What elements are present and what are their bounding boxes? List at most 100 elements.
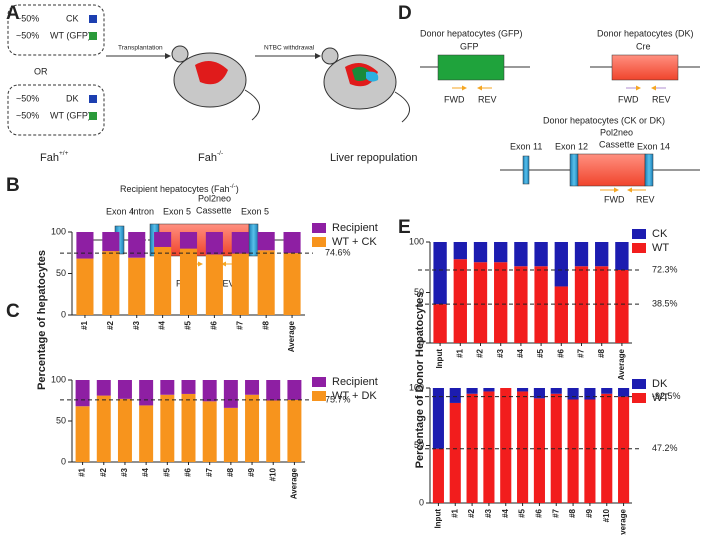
legend-label: CK <box>652 228 668 240</box>
reference-label: 47.2% <box>652 443 678 453</box>
x-tick-label: #4 <box>141 467 150 476</box>
x-tick-label: #9 <box>247 467 256 476</box>
bar-segment <box>550 388 562 394</box>
y-axis-label: Percentage of hepatocytes <box>36 250 48 390</box>
label: ~50% <box>16 13 39 23</box>
bar-segment <box>449 402 461 503</box>
bar-segment <box>533 398 545 503</box>
bar-segment <box>257 232 275 251</box>
bar-segment <box>266 380 281 401</box>
x-tick-label: #2 <box>476 348 485 357</box>
label: FWD <box>444 94 465 104</box>
legend-label: WT <box>652 242 669 254</box>
y-tick-label: 100 <box>51 374 66 384</box>
bar-segment <box>514 242 528 267</box>
y-tick-label: 0 <box>419 497 424 507</box>
label: Exon 5 <box>241 206 269 216</box>
legend-swatch <box>312 391 326 401</box>
charts: 0 50 100 #1 #2 #3 #4 #5 #6 #7 #8 Average 74.6% Recipi… <box>36 222 681 535</box>
bar-segment <box>96 395 111 462</box>
label: ) <box>236 184 239 194</box>
x-tick-label: #3 <box>132 320 141 329</box>
icon <box>89 15 97 23</box>
bar-segment <box>223 407 238 462</box>
bar-segment <box>601 393 613 503</box>
bar-segment <box>181 393 196 462</box>
liver-graft <box>366 71 379 82</box>
bar-segment <box>517 388 529 392</box>
bar-segment <box>618 396 630 503</box>
bar-segment <box>205 254 223 315</box>
x-tick-label: #3 <box>496 348 505 357</box>
legend-swatch <box>632 243 646 253</box>
legend-swatch <box>632 229 646 239</box>
bar-segment <box>432 388 444 449</box>
x-tick-label: #1 <box>455 348 464 357</box>
y-tick-label: 0 <box>61 456 66 466</box>
bar-segment <box>494 242 508 263</box>
exon <box>522 155 530 185</box>
bar-segment <box>179 232 198 249</box>
label: REV <box>478 94 497 104</box>
label: Exon 14 <box>637 141 670 151</box>
bar-segment <box>96 380 111 396</box>
label: Exon 12 <box>555 141 588 151</box>
bar-segment <box>533 388 545 399</box>
label: CK <box>66 13 79 23</box>
x-tick-label: Average <box>617 348 626 380</box>
bar-segment <box>494 262 508 343</box>
exon <box>248 223 259 257</box>
superscript: -/- <box>230 183 236 190</box>
x-tick-label: Average <box>290 467 299 499</box>
exon <box>569 153 579 187</box>
label: REV <box>216 278 235 288</box>
bar-segment <box>245 394 260 462</box>
panel-letter: B <box>6 175 20 196</box>
superscript: -/- <box>217 150 223 157</box>
legend-label: DK <box>652 378 668 390</box>
label: Exon 11 <box>510 141 542 151</box>
x-tick-label: #4 <box>501 508 510 517</box>
label: Cassette <box>599 139 635 149</box>
bar-segment <box>75 406 90 462</box>
x-tick-label: #2 <box>99 467 108 476</box>
x-tick-label: #1 <box>80 320 89 329</box>
bar-segment <box>266 400 281 462</box>
bar-segment <box>76 258 94 315</box>
bar-segment <box>595 242 609 267</box>
icon <box>89 32 97 40</box>
y-axis-label: Percentage of Donor Hepatocytes <box>414 292 426 469</box>
bar-segment <box>128 232 146 258</box>
x-tick-label: #5 <box>184 320 193 329</box>
bar-segment <box>160 394 175 462</box>
bar-segment <box>466 388 478 394</box>
bar-segment <box>231 253 249 315</box>
icon <box>89 112 97 120</box>
x-tick-label: #8 <box>261 320 270 329</box>
legend-label: WT <box>652 392 669 404</box>
bar-segment <box>433 304 447 343</box>
mouse-ear <box>171 45 189 63</box>
bar-segment <box>601 388 613 394</box>
x-tick-label: #10 <box>602 508 611 522</box>
label: Pol2neo <box>198 193 231 203</box>
bar-segment <box>432 448 444 503</box>
label: Pol2neo <box>600 127 633 137</box>
y-tick-label: 0 <box>419 337 424 347</box>
bar-segment <box>534 242 548 267</box>
bar-segment <box>595 266 609 343</box>
label: Fah+/+ <box>40 150 69 164</box>
bar-segment <box>223 380 238 408</box>
legend-swatch <box>312 377 326 387</box>
legend-label: WT + DK <box>332 390 377 402</box>
bar-segment <box>550 393 562 503</box>
bar-segment <box>554 286 568 343</box>
x-tick-label: #1 <box>450 508 459 517</box>
x-tick-label: #8 <box>226 467 235 476</box>
bar-segment <box>574 266 589 343</box>
x-tick-label: Average <box>619 508 628 535</box>
bar-segment <box>202 380 217 402</box>
bar-segment <box>181 380 196 394</box>
x-tick-label: #9 <box>585 508 594 517</box>
